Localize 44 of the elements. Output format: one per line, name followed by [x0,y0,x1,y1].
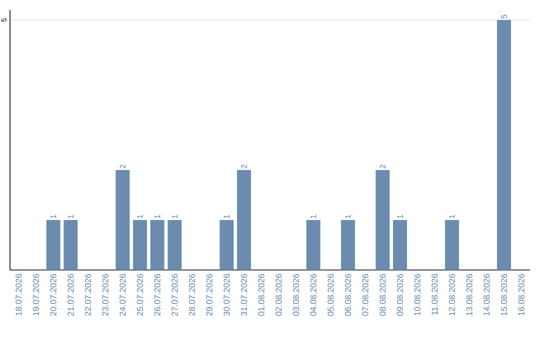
x-tick-label: 21.07.2026 [68,274,74,316]
x-tick-label: 26.07.2026 [154,274,160,316]
data-label: 1 [310,214,316,218]
x-tick-label: 27.07.2026 [172,274,178,316]
data-label: 1 [172,214,178,218]
data-label: 1 [50,214,56,218]
x-tick-label: 22.07.2026 [85,274,92,316]
x-tick-label: 08.08.2026 [380,274,386,316]
x-tick-label: 14.08.2026 [484,274,490,316]
data-label: 2 [241,164,247,168]
x-tick-label: 09.08.2026 [397,274,404,316]
x-tick-label: 03.08.2026 [293,274,300,316]
x-tick-label: 15.08.2026 [501,274,508,316]
x-tick-label: 20.07.2026 [50,274,56,316]
x-tick-label: 19.07.2026 [33,274,40,316]
x-tick-label: 23.07.2026 [102,274,108,316]
data-label: 1 [154,214,160,218]
x-tick-label: 06.08.2026 [345,274,352,316]
data-label: 1 [449,214,455,218]
x-tick-label: 10.08.2026 [414,274,420,316]
data-label: 2 [380,164,386,168]
x-tick-label: 05.08.2026 [328,274,334,316]
x-tick-label: 11.08.2026 [432,274,438,315]
x-tick-label: 30.07.2026 [224,274,230,316]
x-tick-label: 01.08.2026 [258,274,264,316]
x-tick-label: 13.08.2026 [466,274,472,316]
x-tick-label: 07.08.2026 [362,274,368,316]
x-tick-label: 28.07.2026 [189,274,196,316]
x-tick-label: 12.08.2026 [449,274,456,316]
data-label: 1 [68,214,74,218]
data-label: 1 [345,214,351,218]
x-tick-label: 29.07.2026 [206,274,212,316]
x-tick-label: 18.07.2026 [16,274,22,316]
x-tick-label: 02.08.2026 [276,274,282,316]
x-tick-label: 16.08.2026 [518,274,524,316]
data-label: 1 [224,214,230,218]
data-label: 2 [120,164,126,168]
x-tick-label: 24.07.2026 [120,274,126,316]
data-label: 5 [501,14,507,18]
data-label: 1 [137,214,143,218]
data-label: 1 [397,214,403,218]
x-tick-label: 25.07.2026 [137,274,144,316]
x-tick-label: 31.07.2026 [241,274,248,316]
x-tick-label: 04.08.2026 [310,274,316,316]
